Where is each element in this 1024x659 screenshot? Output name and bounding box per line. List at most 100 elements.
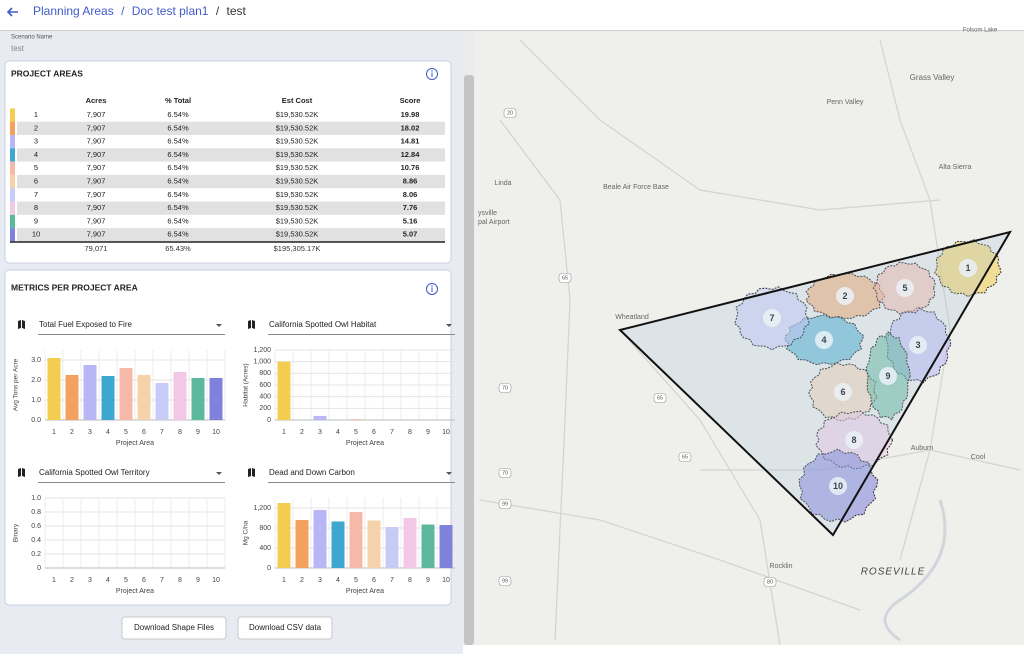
place-label: ROSEVILLE [861,567,926,578]
x-tick-label: 8 [178,429,182,436]
button[interactable]: Download CSV data [237,616,333,640]
cell: $19,530.52K [276,137,319,146]
place-label: Penn Valley [827,99,864,106]
cell: $19,530.52K [276,230,319,239]
select-label: Total Fuel Exposed to Fire [39,320,132,329]
cell: 14.81 [401,137,420,146]
row-color [10,108,15,122]
y-tick-label: 400 [259,545,271,552]
row-color [10,161,15,175]
area-badge [896,279,914,297]
info-icon[interactable] [426,68,438,80]
x-tick-label: 6 [372,429,376,436]
area-number: 8 [851,435,856,445]
select[interactable]: Total Fuel Exposed to Fire [38,320,225,335]
x-tick-label: 1 [282,429,286,436]
x-tick-label: 8 [408,429,412,436]
x-tick-label: 8 [178,577,182,584]
cell: 6.54% [167,137,189,146]
cell: 6.54% [167,216,189,225]
area-number: 4 [821,335,826,345]
place-label: Alta Sierra [939,164,972,171]
select[interactable]: California Spotted Owl Habitat [268,320,455,335]
bar [313,510,327,568]
x-tick-label: 7 [160,429,164,436]
breadcrumb-link[interactable]: Planning Areas [33,4,114,18]
road-number: 65 [682,454,688,460]
select[interactable]: California Spotted Owl Territory [38,468,225,483]
bar [349,512,363,568]
cell: 6.54% [167,203,189,212]
road-number: 99 [502,501,508,507]
cell: 5.07 [403,230,418,239]
x-tick-label: 6 [372,577,376,584]
row-id: 8 [34,203,38,212]
x-tick-label: 4 [336,577,340,584]
bar [137,375,151,420]
info-icon[interactable] [426,283,438,295]
area-badge [909,336,927,354]
area-badge [834,383,852,401]
bar [277,361,291,420]
bar [295,520,309,568]
x-tick-label: 7 [390,429,394,436]
y-tick-label: 0.8 [31,509,41,516]
cell: 6.54% [167,123,189,132]
row-shade [17,148,445,162]
road-shield [498,576,512,586]
total-cell: 79,071 [85,244,108,253]
x-tick-label: 9 [196,577,200,584]
breadcrumb: Planning Areas / Doc test plan1 / test [33,4,247,18]
area-badge [836,287,854,305]
bar [191,378,205,420]
row-color [10,214,15,229]
y-tick-label: 1.0 [31,495,41,502]
cell: 7,907 [87,203,106,212]
metric-chart: Total Fuel Exposed to Fire 0.0 1.0 2.0 3.0 Av… [13,320,226,447]
column-header: Acres [86,96,107,105]
x-tick-label: 10 [442,429,450,436]
row-id: 1 [34,110,38,119]
cell: 10.76 [401,163,420,172]
y-tick-label: 1.0 [31,397,41,404]
y-tick-label: 0 [267,565,271,572]
place-label: Beale Air Force Base [603,184,669,191]
cell: 18.02 [401,123,420,132]
bar [439,525,453,568]
cell: 12.84 [401,150,421,159]
button[interactable]: Download Shape Files [121,616,227,640]
breadcrumb-link[interactable]: Doc test plan1 [132,4,209,18]
select[interactable]: Dead and Down Carbon [268,468,455,483]
road-shield [498,499,512,509]
y-axis-label: Binary [13,523,20,542]
y-tick-label: 0 [37,565,41,572]
road-number: 65 [657,395,663,401]
back-arrow[interactable] [6,7,18,17]
total-cell: 65.43% [165,244,191,253]
map-areas: 1 2 3 4 5 6 7 8 9 10 [734,239,1002,523]
place-label: Folsom Lake [963,28,998,34]
area-number: 3 [915,340,920,350]
road-shield [498,383,512,393]
cell: 19.98 [401,110,420,119]
bar [119,368,133,420]
area-number: 1 [965,263,970,273]
cell: 8.06 [403,190,418,199]
place-label: pal Airport [478,219,510,226]
y-tick-label: 0 [267,417,271,424]
cell: $19,530.52K [276,216,319,225]
row-color [10,135,15,149]
y-tick-label: 2.0 [31,377,41,384]
area-number: 10 [833,481,843,491]
y-axis-label: Mg C/ha [243,520,250,545]
select-label: Dead and Down Carbon [269,468,355,477]
bar [47,358,61,420]
bar [65,375,79,420]
place-label: Wheatland [615,314,649,321]
cell: $19,530.52K [276,163,319,172]
scroll-thumb[interactable] [464,75,474,645]
row-color [10,174,15,189]
y-tick-label: 0.0 [31,417,41,424]
map-icon [18,468,25,477]
column-header: Score [400,96,421,105]
